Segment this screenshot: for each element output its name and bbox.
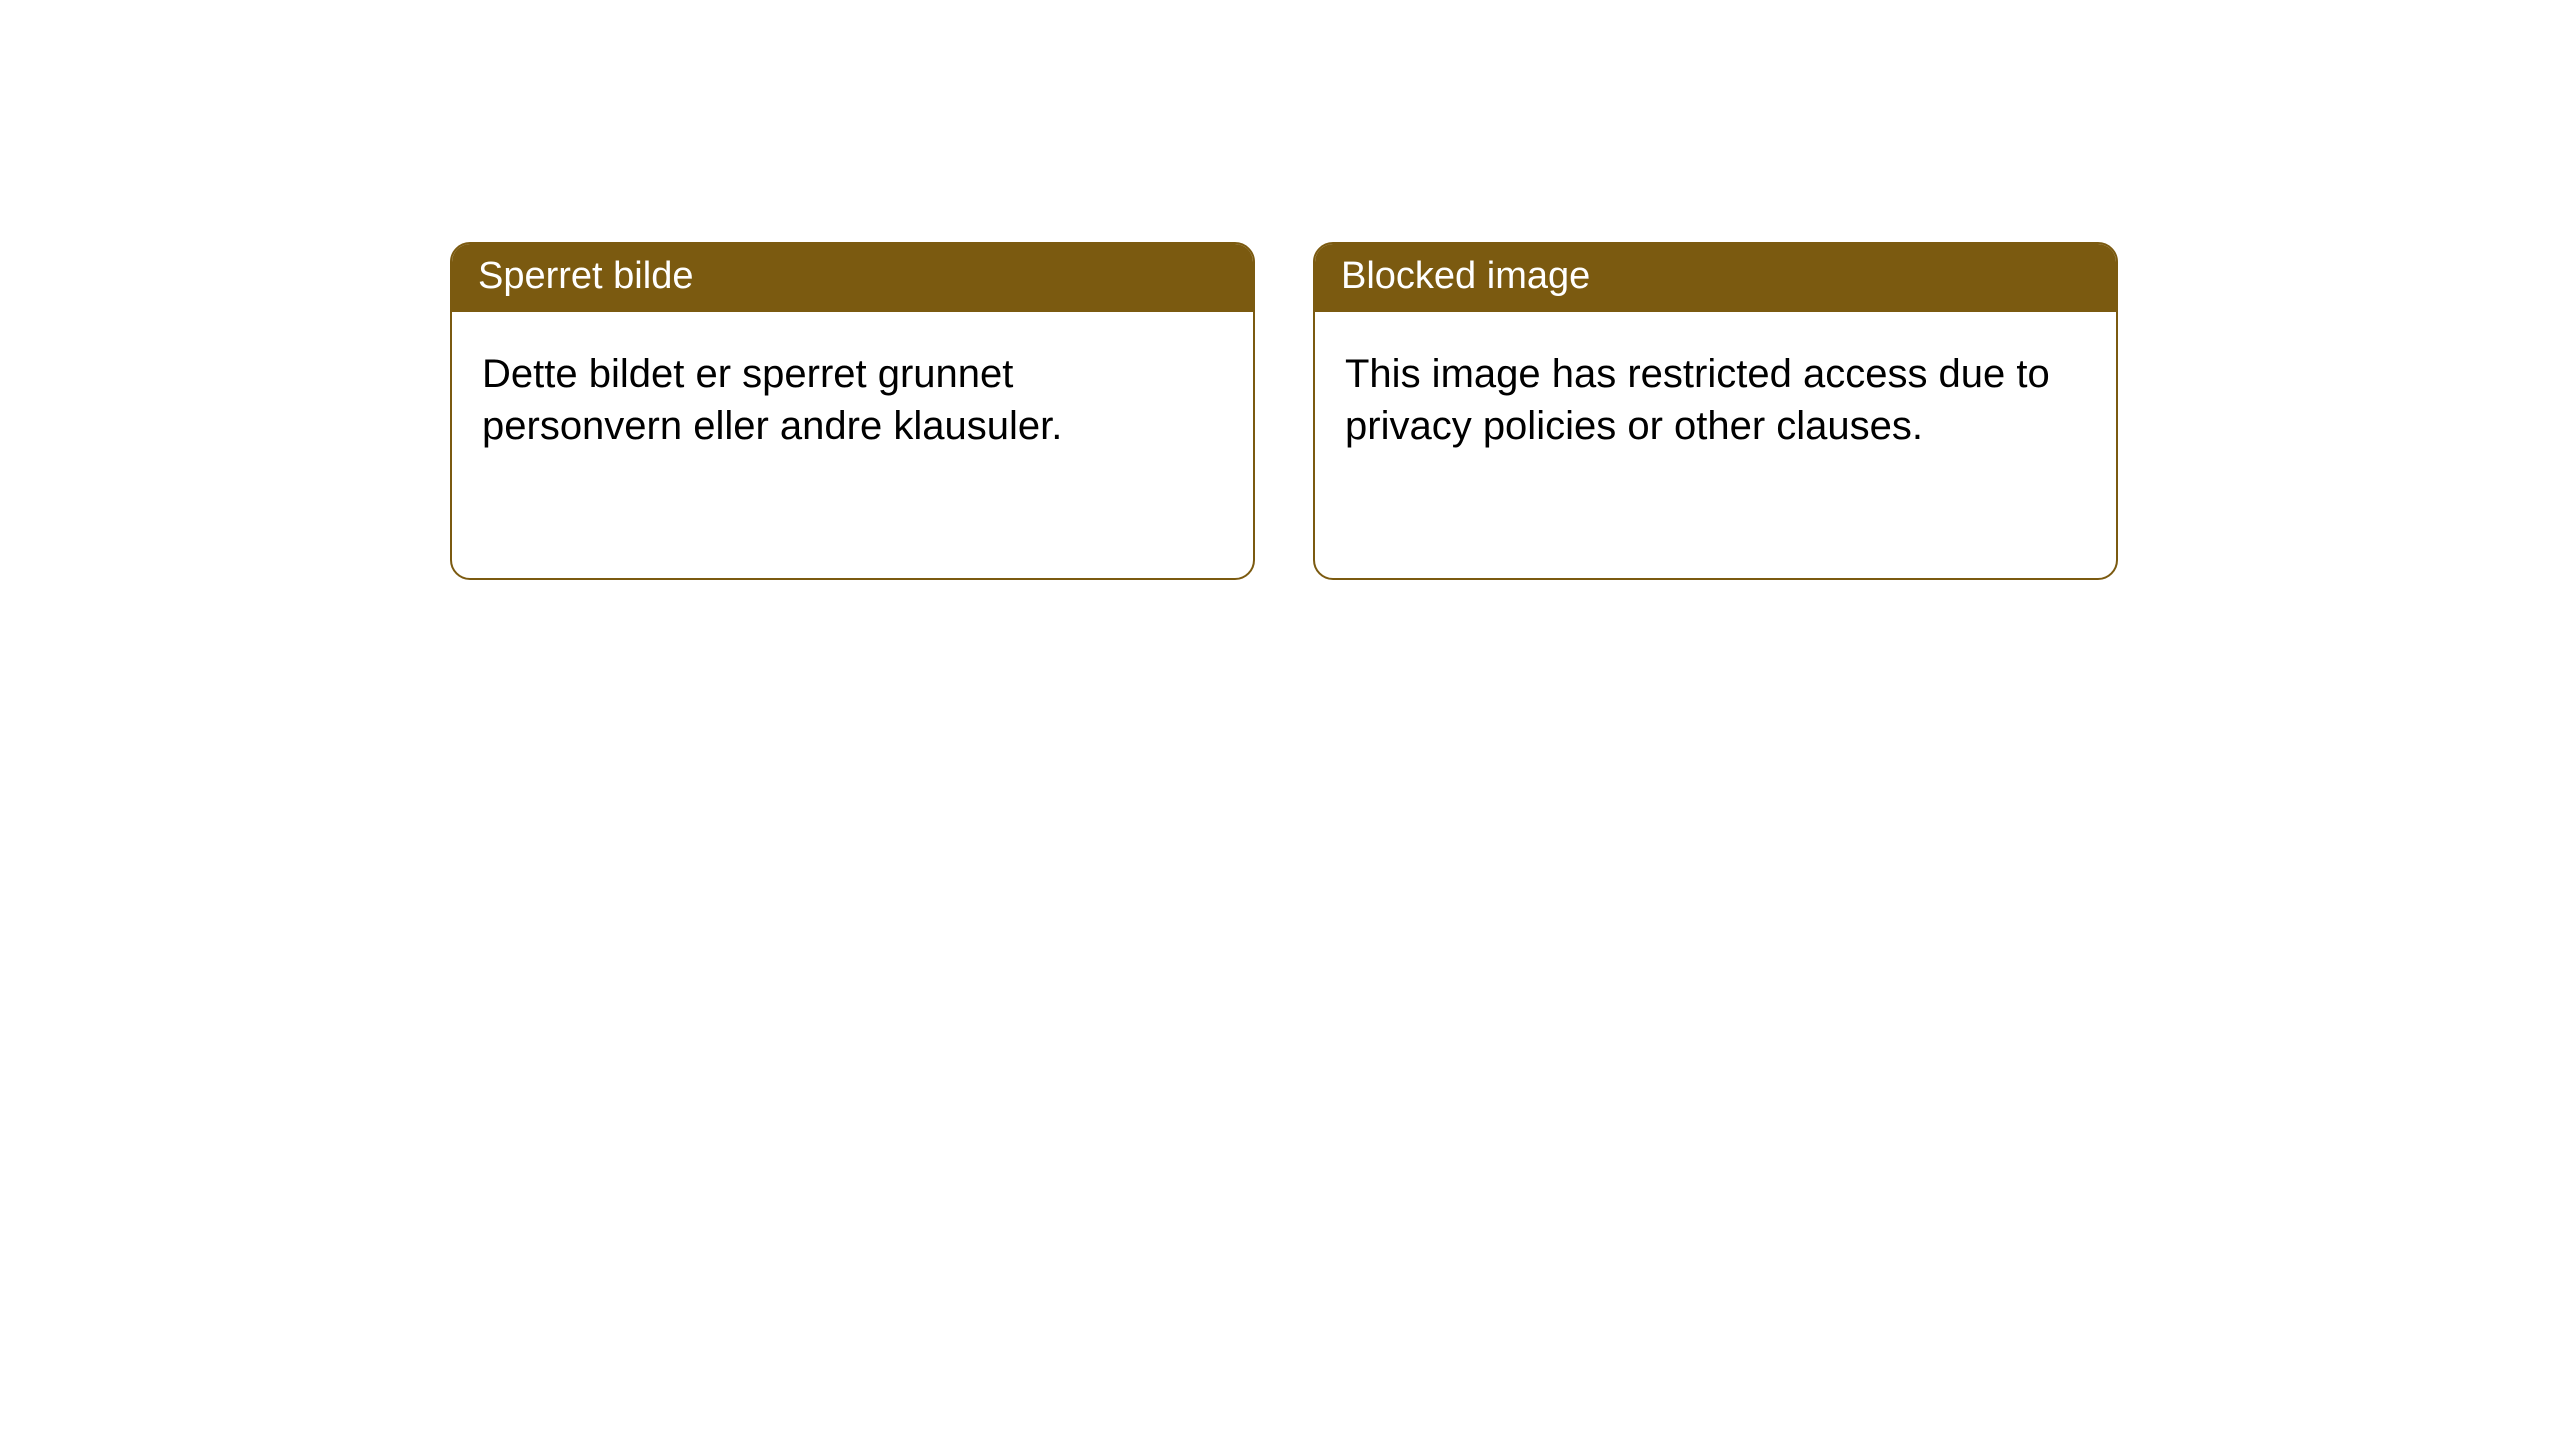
card-body-no: Dette bildet er sperret grunnet personve… xyxy=(452,312,1253,482)
blocked-image-card-en: Blocked image This image has restricted … xyxy=(1313,242,2118,580)
card-body-en: This image has restricted access due to … xyxy=(1315,312,2116,482)
card-title-en: Blocked image xyxy=(1315,244,2116,312)
blocked-image-card-no: Sperret bilde Dette bildet er sperret gr… xyxy=(450,242,1255,580)
card-title-no: Sperret bilde xyxy=(452,244,1253,312)
notice-container: Sperret bilde Dette bildet er sperret gr… xyxy=(0,0,2560,580)
